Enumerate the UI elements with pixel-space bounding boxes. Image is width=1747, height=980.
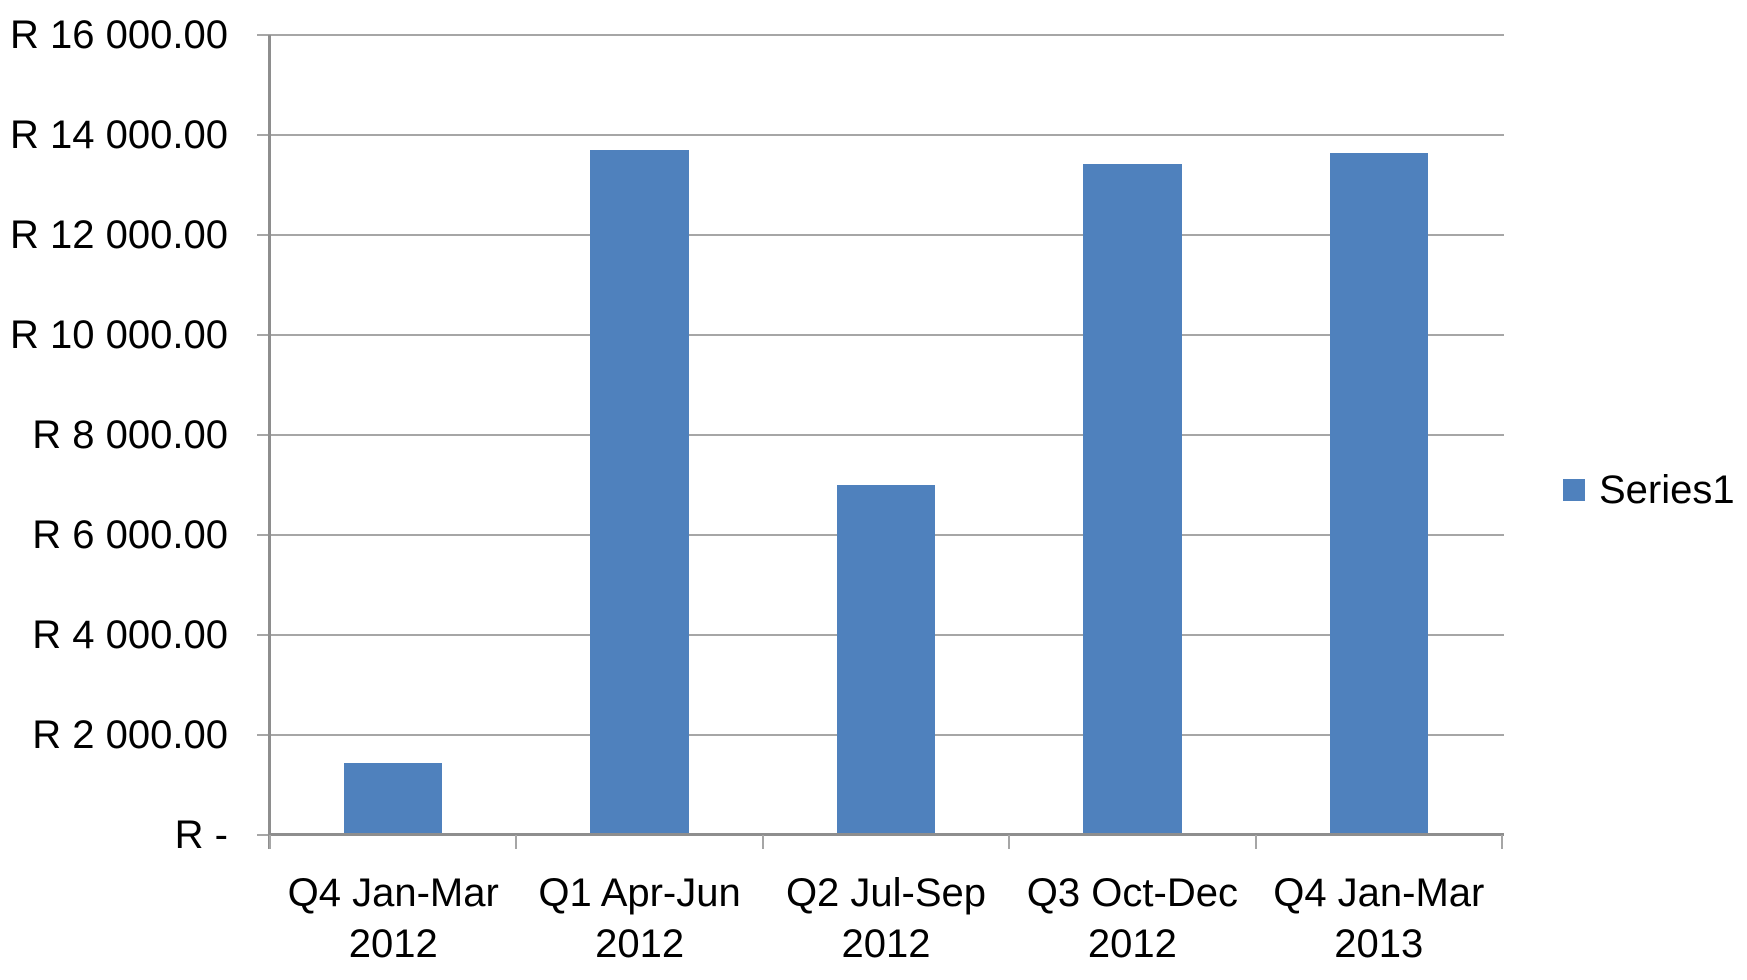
y-tick-label: R 16 000.00 xyxy=(10,13,228,57)
bar-5 xyxy=(1329,152,1429,835)
gridline xyxy=(270,434,1504,436)
bar-2 xyxy=(590,150,689,835)
y-tick-mark xyxy=(257,634,270,636)
bar-4 xyxy=(1083,163,1182,835)
y-tick-label: R 10 000.00 xyxy=(10,313,228,357)
x-tick-mark xyxy=(1008,835,1011,849)
gridline xyxy=(270,134,1504,136)
y-tick-label: R 2 000.00 xyxy=(32,713,228,757)
gridline xyxy=(270,34,1504,36)
gridline xyxy=(270,234,1504,236)
bar-3 xyxy=(836,485,936,835)
y-tick-mark xyxy=(257,534,270,536)
x-tick-label: Q1 Apr-Jun 2012 xyxy=(538,871,741,966)
gridline xyxy=(270,334,1504,336)
x-tick-label: Q2 Jul-Sep 2012 xyxy=(785,871,987,966)
y-tick-mark xyxy=(257,834,270,836)
y-tick-label: R - xyxy=(174,813,228,857)
y-tick-mark xyxy=(257,134,270,136)
y-tick-mark xyxy=(257,34,270,36)
x-tick-mark xyxy=(515,835,518,849)
y-tick-label: R 4 000.00 xyxy=(32,613,228,657)
x-tick-mark xyxy=(1254,835,1257,849)
y-tick-mark xyxy=(257,234,270,236)
bar-1 xyxy=(343,762,443,835)
x-tick-label: Q3 Oct-Dec 2012 xyxy=(1026,871,1238,966)
x-tick-mark xyxy=(761,835,764,849)
legend-swatch-icon xyxy=(1563,479,1585,501)
x-tick-label: Q4 Jan-Mar 2013 xyxy=(1273,871,1485,966)
legend-series-label: Series1 xyxy=(1599,468,1735,512)
x-tick-mark xyxy=(269,835,271,849)
y-tick-mark xyxy=(257,434,270,436)
y-tick-label: R 6 000.00 xyxy=(32,513,228,557)
y-tick-mark xyxy=(257,334,270,336)
y-tick-label: R 12 000.00 xyxy=(10,213,228,257)
x-tick-label: Q4 Jan-Mar 2012 xyxy=(287,871,499,966)
y-tick-label: R 8 000.00 xyxy=(32,413,228,457)
x-axis-line xyxy=(270,833,1504,836)
y-tick-label: R 14 000.00 xyxy=(10,113,228,157)
y-axis-line xyxy=(268,35,271,849)
y-tick-mark xyxy=(257,734,270,736)
legend: Series1 xyxy=(1563,464,1735,516)
x-tick-mark xyxy=(1501,835,1503,849)
